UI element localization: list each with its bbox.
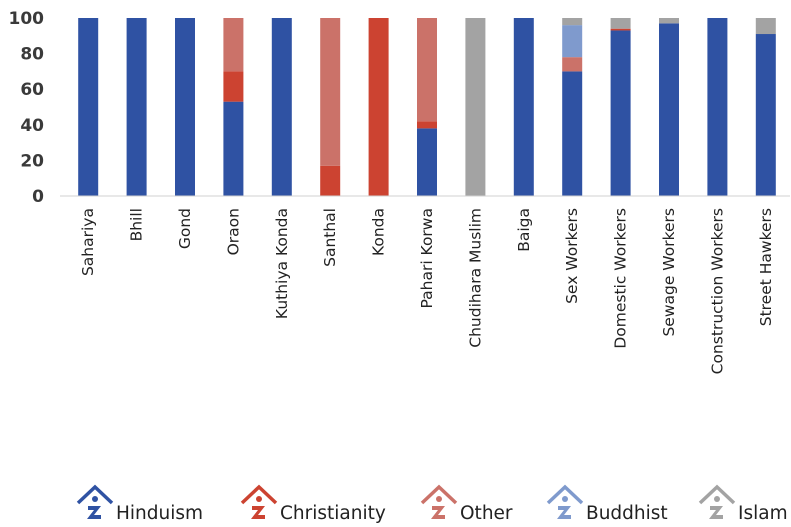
x-tick-label: Gond <box>176 208 194 249</box>
bar-segment-hinduism <box>417 128 437 196</box>
x-tick-label: Santhal <box>321 208 339 267</box>
x-axis-labels: Sahariya Bhill Gond Oraon Kuthiya Konda Santh… <box>79 208 775 374</box>
temple-body-shape <box>431 506 445 519</box>
bar-segment-christianity <box>223 71 243 101</box>
x-tick-label: Pahari Korwa <box>418 208 436 309</box>
bar-segment-hinduism <box>272 18 292 196</box>
x-tick-label: Street Hawkers <box>757 208 775 326</box>
y-axis: 0 20 40 60 80 100 <box>9 9 45 207</box>
legend-item-islam: Islam <box>700 487 788 524</box>
legend-label: Hinduism <box>116 503 203 524</box>
legend: Hinduism Christianity Other Buddhist Islam <box>78 487 788 524</box>
legend-label: Other <box>460 503 513 524</box>
y-tick-label: 60 <box>20 80 44 100</box>
legend-item-other: Other <box>422 487 513 524</box>
bar-segment-hinduism <box>562 71 582 196</box>
x-tick-label: Sewage Workers <box>660 208 678 337</box>
x-tick-label: Sahariya <box>79 208 97 276</box>
bar-segment-hinduism <box>175 18 195 196</box>
bar-segment-islam <box>611 18 631 29</box>
temple-body-shape <box>251 506 265 519</box>
bar-segment-hinduism <box>659 23 679 196</box>
bar-segment-hinduism <box>756 34 776 196</box>
temple-icon <box>242 487 276 519</box>
bar-segment-hinduism <box>611 30 631 196</box>
x-tick-label: Domestic Workers <box>612 208 630 349</box>
legend-item-christianity: Christianity <box>242 487 386 524</box>
legend-label: Christianity <box>280 503 386 524</box>
x-tick-label: Baiga <box>515 208 533 252</box>
temple-icon <box>548 487 582 519</box>
bar-segment-christianity <box>417 121 437 128</box>
temple-body-shape <box>87 506 101 519</box>
x-tick-label: Konda <box>370 208 388 256</box>
bar-segment-christianity <box>369 18 389 196</box>
legend-item-buddhist: Buddhist <box>548 487 668 524</box>
bar-segment-hinduism <box>223 102 243 196</box>
temple-body-shape <box>557 506 571 519</box>
bar-segment-christianity <box>611 29 631 31</box>
temple-dot-shape <box>562 496 568 502</box>
bar-segment-islam <box>659 18 679 23</box>
temple-dot-shape <box>714 496 720 502</box>
bar-segment-hinduism <box>514 18 534 196</box>
y-tick-label: 20 <box>20 151 44 171</box>
temple-dot-shape <box>92 496 98 502</box>
y-tick-label: 0 <box>32 187 44 207</box>
bar-segment-buddhist <box>562 25 582 57</box>
bar-group <box>78 18 776 196</box>
temple-dot-shape <box>436 496 442 502</box>
bar-segment-other <box>417 18 437 121</box>
legend-item-hinduism: Hinduism <box>78 487 203 524</box>
bar-segment-other <box>223 18 243 71</box>
temple-dot-shape <box>256 496 262 502</box>
bar-segment-hinduism <box>78 18 98 196</box>
bar-segment-other <box>320 18 340 166</box>
bar-segment-islam <box>756 18 776 34</box>
legend-label: Buddhist <box>586 503 668 524</box>
x-tick-label: Kuthiya Konda <box>273 208 291 319</box>
bar-segment-other <box>562 57 582 71</box>
x-tick-label: Construction Workers <box>708 208 726 374</box>
temple-icon <box>700 487 734 519</box>
temple-body-shape <box>709 506 723 519</box>
bar-segment-islam <box>465 18 485 196</box>
legend-label: Islam <box>738 503 788 524</box>
temple-icon <box>422 487 456 519</box>
x-tick-label: Sex Workers <box>563 208 581 304</box>
y-tick-label: 80 <box>20 45 44 65</box>
bar-segment-hinduism <box>127 18 147 196</box>
x-tick-label: Oraon <box>224 208 242 255</box>
bar-segment-christianity <box>320 166 340 196</box>
y-tick-label: 40 <box>20 116 44 136</box>
bar-segment-islam <box>562 18 582 25</box>
y-tick-label: 100 <box>9 9 45 29</box>
x-tick-label: Bhill <box>128 208 146 241</box>
bar-segment-hinduism <box>707 18 727 196</box>
temple-icon <box>78 487 112 519</box>
x-tick-label: Chudihara Muslim <box>466 208 484 348</box>
